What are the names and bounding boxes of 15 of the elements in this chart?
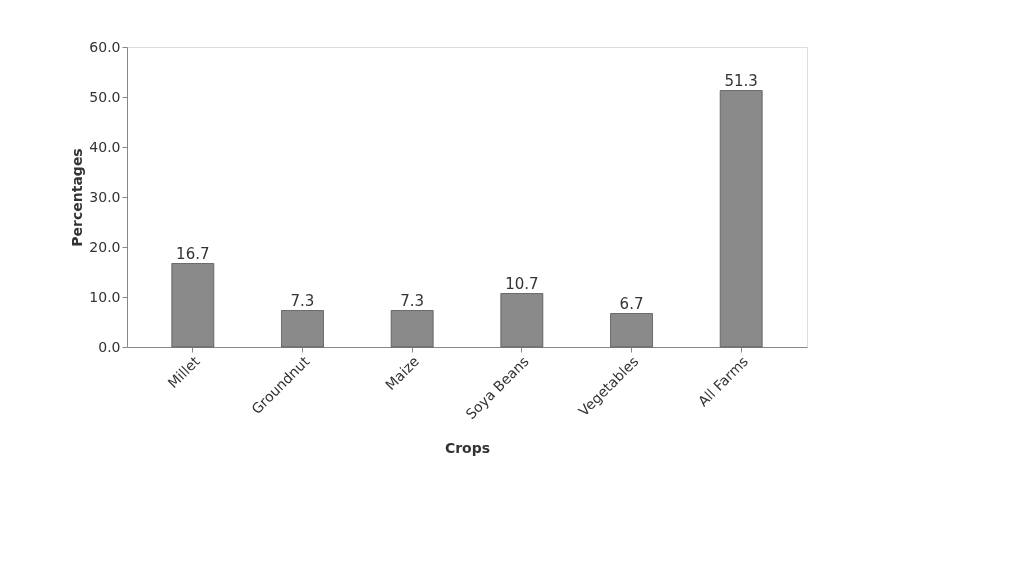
x-axis-title: Crops <box>444 440 491 457</box>
y-tick-label: 30.0 <box>89 188 121 205</box>
data-label: 16.7 <box>176 244 210 263</box>
y-tick-label: 60.0 <box>89 38 121 55</box>
y-tick-label: 20.0 <box>89 238 121 255</box>
data-label: 7.3 <box>290 291 315 310</box>
data-label: 51.3 <box>724 71 758 90</box>
y-tick-label: 50.0 <box>89 88 121 105</box>
y-tick-label: 10.0 <box>89 288 121 305</box>
y-tick-label: 0.0 <box>98 338 121 355</box>
y-tick-label: 40.0 <box>89 138 121 155</box>
data-label: 7.3 <box>400 291 425 310</box>
data-label: 10.7 <box>505 274 539 293</box>
data-label: 6.7 <box>619 294 644 313</box>
y-axis-title: Percentages <box>69 148 86 247</box>
